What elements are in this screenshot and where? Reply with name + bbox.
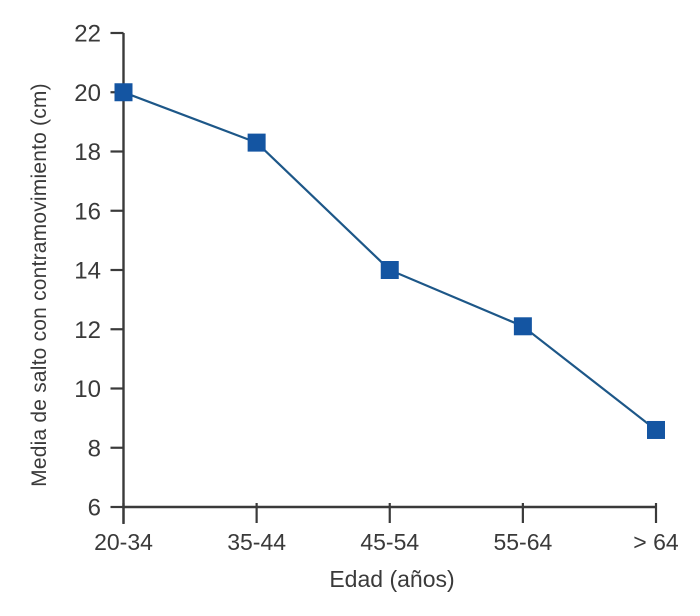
x-axis-title: Edad (años) [329,566,455,592]
data-point-marker [247,133,266,152]
data-point-marker [114,83,133,102]
x-tick-label: 35-44 [227,529,286,555]
y-tick-label: 18 [74,139,101,166]
y-tick-label: 6 [88,495,101,522]
y-tick-label: 10 [74,376,101,403]
y-tick-label: 22 [74,21,101,48]
y-tick-label: 8 [88,435,101,462]
y-tick-label: 12 [74,317,101,344]
x-tick-label: > 64 [633,529,679,555]
y-tick-label: 16 [74,198,101,225]
x-tick-label: 20-34 [94,529,153,555]
y-tick-label: 14 [74,258,101,285]
x-tick-label: 55-64 [493,529,552,555]
x-tick-label: 45-54 [360,529,419,555]
y-tick-label: 20 [74,80,101,107]
data-point-marker [647,420,665,439]
data-point-marker [380,261,399,279]
data-point-marker [513,317,532,336]
